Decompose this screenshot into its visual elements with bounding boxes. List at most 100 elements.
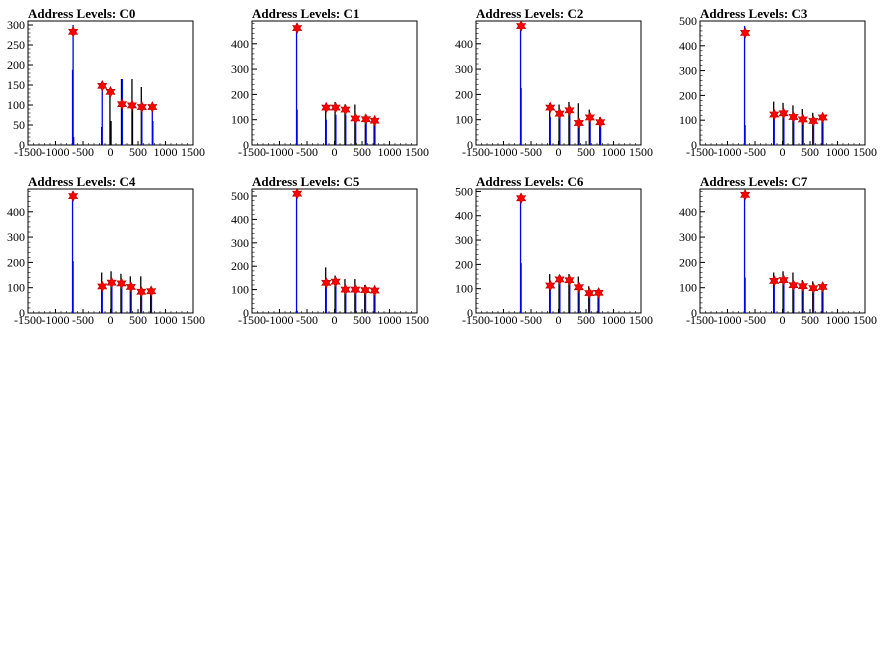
peak-marker: [740, 27, 751, 39]
x-tick-label: -1500: [14, 313, 42, 327]
x-tick-label: 0: [556, 145, 562, 159]
panel-c1: Address Levels: C1-1500 -1000 -500 0 500 1000…: [231, 6, 429, 159]
peak-marker: [769, 108, 780, 121]
peak-marker: [146, 285, 157, 298]
x-tick-label: 1500: [853, 313, 877, 327]
peak-marker: [97, 79, 108, 92]
y-tick-label: 300: [231, 236, 249, 250]
y-tick-label: 0: [243, 306, 249, 320]
y-tick-label: 200: [455, 257, 473, 271]
x-tick-label: -1500: [462, 145, 490, 159]
x-tick-label: 1000: [602, 145, 626, 159]
panel-c5: Address Levels: C5-1500 -1000 -500 0 500 1000…: [231, 174, 429, 327]
y-tick-label: 300: [679, 230, 697, 244]
x-tick-label: -500: [296, 313, 318, 327]
peak-marker: [584, 287, 595, 299]
x-tick-label: 500: [129, 313, 147, 327]
x-tick-label: -500: [744, 313, 766, 327]
peak-marker: [769, 274, 780, 287]
x-tick-label: -1000: [266, 313, 294, 327]
y-tick-label: 0: [691, 138, 697, 152]
y-tick-label: 500: [455, 184, 473, 198]
y-tick-label: 100: [7, 98, 25, 112]
x-tick-label: 1000: [602, 313, 626, 327]
peak-marker: [292, 187, 303, 200]
peak-marker: [97, 280, 108, 293]
x-tick-label: 1500: [853, 145, 877, 159]
x-tick-label: 1000: [154, 313, 178, 327]
x-tick-label: 0: [332, 145, 338, 159]
peak-marker: [125, 281, 136, 293]
y-tick-label: 500: [231, 189, 249, 203]
x-tick-label: 1000: [378, 145, 402, 159]
y-tick-label: 100: [455, 113, 473, 127]
x-tick-label: 0: [108, 313, 114, 327]
y-tick-label: 400: [679, 205, 697, 219]
panel-title: Address Levels: C2: [476, 6, 583, 21]
y-tick-label: 200: [679, 88, 697, 102]
peak-marker: [116, 277, 127, 290]
panel-c6: Address Levels: C6-1500 -1000 -500 0 500 1000…: [455, 174, 653, 327]
x-tick-label: 500: [129, 145, 147, 159]
peak-marker: [817, 281, 828, 293]
x-tick-label: 0: [556, 313, 562, 327]
peak-marker: [105, 85, 116, 98]
peak-marker: [778, 274, 789, 286]
peak-marker: [740, 188, 751, 201]
peak-marker: [350, 112, 361, 125]
peak-marker: [516, 20, 527, 32]
x-tick-label: 0: [332, 313, 338, 327]
x-tick-label: -1500: [462, 313, 490, 327]
y-tick-label: 300: [7, 230, 25, 244]
peak-marker: [68, 190, 79, 202]
peak-marker: [788, 111, 799, 123]
panel-title: Address Levels: C1: [252, 6, 359, 21]
x-tick-label: -1500: [686, 145, 714, 159]
y-tick-label: 0: [243, 138, 249, 152]
x-tick-label: 0: [780, 145, 786, 159]
peak-marker: [340, 283, 351, 296]
y-tick-label: 200: [7, 58, 25, 72]
peak-marker: [808, 115, 819, 127]
y-tick-label: 100: [679, 281, 697, 295]
panel-title: Address Levels: C6: [476, 174, 584, 189]
panel-c2: Address Levels: C2-1500 -1000 -500 0 500 1000…: [455, 6, 653, 159]
peak-marker: [817, 111, 828, 124]
peak-marker: [545, 279, 556, 292]
y-tick-label: 300: [455, 233, 473, 247]
y-tick-label: 400: [7, 205, 25, 219]
panel-title: Address Levels: C3: [700, 6, 808, 21]
x-tick-label: -1000: [490, 145, 518, 159]
y-tick-label: 100: [455, 282, 473, 296]
x-tick-label: 500: [353, 145, 371, 159]
x-tick-label: 0: [780, 313, 786, 327]
x-tick-label: -500: [72, 313, 94, 327]
x-tick-label: 500: [577, 313, 595, 327]
peak-marker: [106, 276, 117, 289]
x-tick-label: -1500: [238, 145, 266, 159]
peak-marker: [554, 273, 565, 286]
x-tick-label: 1500: [405, 313, 429, 327]
peak-marker: [350, 283, 361, 296]
x-tick-label: 500: [353, 313, 371, 327]
peak-marker: [330, 275, 341, 288]
x-tick-label: 1500: [629, 145, 653, 159]
y-tick-label: 200: [231, 259, 249, 273]
x-tick-label: 500: [801, 313, 819, 327]
peak-marker: [584, 111, 595, 124]
x-tick-label: -1000: [266, 145, 294, 159]
x-tick-label: 1500: [181, 313, 205, 327]
y-tick-label: 50: [13, 118, 25, 132]
peak-marker: [369, 284, 380, 297]
peak-marker: [147, 101, 158, 113]
panel-title: Address Levels: C5: [252, 174, 360, 189]
peak-marker: [136, 101, 147, 113]
panel-c7: Address Levels: C7-1500 -1000 -500 0 500 1000…: [679, 174, 877, 327]
peak-marker: [330, 101, 341, 114]
peak-marker: [595, 116, 606, 129]
y-tick-label: 200: [455, 87, 473, 101]
peak-marker: [778, 107, 789, 120]
x-tick-label: -1500: [238, 313, 266, 327]
panel-title: Address Levels: C0: [28, 6, 135, 21]
